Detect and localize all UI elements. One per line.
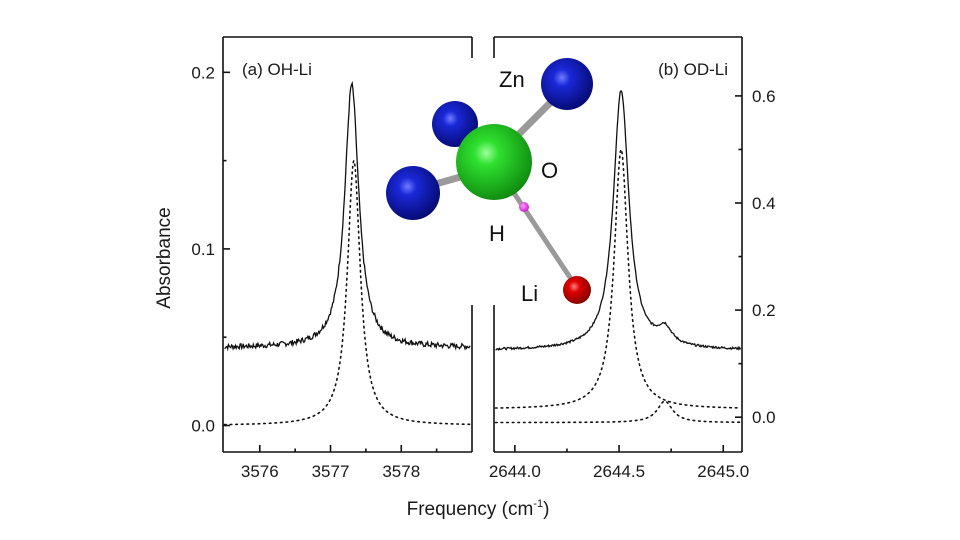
y-tick-label: 0.0 <box>191 417 215 436</box>
series-measured <box>495 90 742 351</box>
panel-a-title: (a) OH-Li <box>242 60 312 79</box>
label-li: Li <box>521 281 538 306</box>
y-tick-label: 0.6 <box>752 87 776 106</box>
series-fit <box>223 158 472 426</box>
zn-atom-3 <box>541 58 593 110</box>
label-zn: Zn <box>499 67 525 92</box>
x-tick-label: 3577 <box>312 462 350 481</box>
x-tick-label: 2644.0 <box>489 462 541 481</box>
x-tick-label: 3576 <box>241 462 279 481</box>
zn-atom-1 <box>432 101 478 147</box>
panel-b-title: (b) OD-Li <box>658 60 728 79</box>
label-h: H <box>489 221 505 246</box>
y-tick-label: 0.4 <box>752 194 776 213</box>
x-axis-title: Frequency (cm-1) <box>407 498 550 520</box>
x-tick-label: 2644.5 <box>593 462 645 481</box>
x-tick-label: 3578 <box>382 462 420 481</box>
series-fit-shoulder <box>494 400 742 424</box>
y-tick-label: 0.0 <box>752 408 776 427</box>
label-o: O <box>541 158 558 183</box>
zn-atom-2 <box>386 166 440 220</box>
series-measured <box>224 80 471 352</box>
panel-b-od-li: 2644.0 2644.5 2645.0 0.0 0.2 0.4 0.6 <box>489 36 776 481</box>
panel-a-oh-li: 3576 3577 3578 0.0 0.1 0.2 <box>191 36 473 481</box>
y-axis-title: Absorbance <box>154 207 175 308</box>
li-atom <box>563 276 591 304</box>
x-tick-label: 2645.0 <box>697 462 749 481</box>
y-tick-label: 0.2 <box>752 301 776 320</box>
molecule-inset: Zn O H Li <box>386 58 593 306</box>
series-fit-main <box>494 147 742 409</box>
h-atom <box>519 202 529 212</box>
o-atom <box>456 124 532 200</box>
y-tick-label: 0.2 <box>191 63 215 82</box>
y-tick-label: 0.1 <box>191 240 215 259</box>
